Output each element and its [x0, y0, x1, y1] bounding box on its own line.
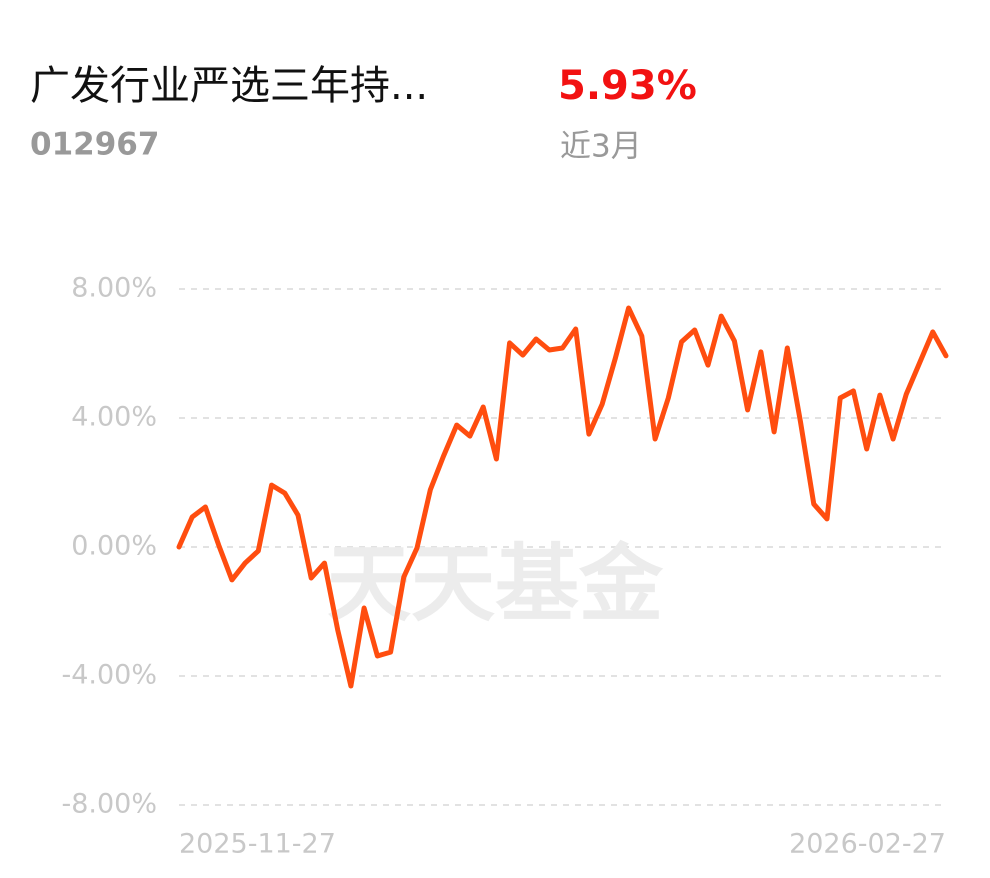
x-tick-label: 2025-11-27 [179, 829, 336, 860]
y-tick-label: -8.00% [61, 789, 157, 820]
period: 近3月 [560, 129, 642, 165]
fund-name: 广发行业严选三年持... [30, 63, 428, 109]
y-tick-label: 8.00% [71, 273, 157, 304]
y-tick-label: -4.00% [61, 660, 157, 691]
fund-code: 012967 [30, 127, 159, 163]
y-tick-label: 4.00% [71, 402, 157, 433]
y-tick-label: 0.00% [71, 531, 157, 562]
x-tick-label: 2026-02-27 [789, 829, 946, 860]
price-line [176, 305, 949, 689]
watermark: 天天基金 [327, 535, 664, 633]
return: 5.93% [558, 63, 697, 109]
